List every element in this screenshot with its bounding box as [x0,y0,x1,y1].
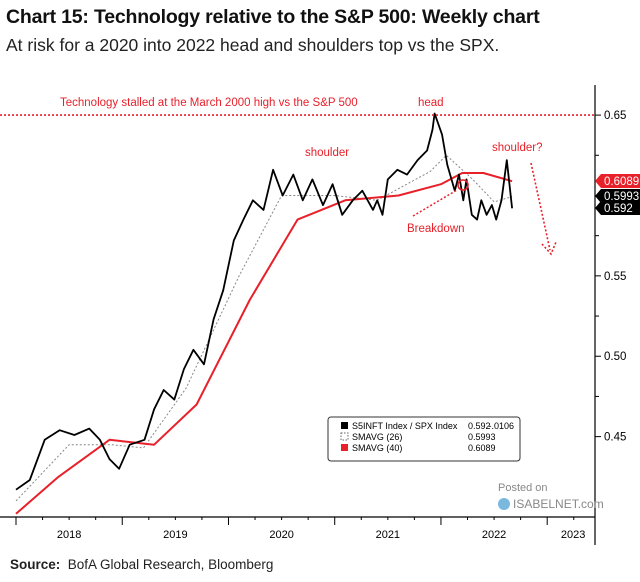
watermark-logo-icon [498,498,510,510]
legend-swatch-price [341,422,348,429]
last-value-tag-label: 0.6089 [604,176,639,188]
last-value-tag [595,174,640,188]
legend-swatch-sma40 [341,444,348,451]
series-line-2 [15,172,513,515]
legend-swatch-sma26 [340,432,349,441]
chart-subtitle: At risk for a 2020 into 2022 head and sh… [6,35,500,55]
series-line-1 [15,154,513,502]
legend-label: S5INFT Index / SPX Index [352,421,458,431]
annotation-left-shoulder: shoulder [305,147,349,159]
x-tick-label: 2018 [57,529,81,541]
source-note: Source: BofA Global Research, Bloomberg [10,557,274,572]
x-tick-label: 2021 [376,529,400,541]
annotation-head: head [418,97,444,109]
down-arrow-head [541,241,557,256]
x-tick-label: 2019 [163,529,187,541]
svg-text:ISABELNET.com: ISABELNET.com [513,497,604,511]
legend-label: SMAVG (26) [352,432,402,442]
last-value-tag [595,201,640,215]
y-tick-label: 0.45 [604,432,626,444]
legend: S5INFT Index / SPX Index 0.592 -.0106 SM… [327,416,521,462]
x-tick-label: 2020 [269,529,293,541]
annotation-text: Technology stalled at the March 2000 hig… [60,97,358,109]
down-arrow [530,162,551,251]
legend-value: 0.5993 [468,432,496,442]
breakdown-arrow [412,189,458,217]
y-tick-label: 0.50 [604,351,626,363]
last-value-tag [595,189,640,203]
y-tick-label: 0.65 [604,110,626,122]
x-tick-label: 2023 [561,529,585,541]
last-value-tag-label: 0.592 [604,203,633,215]
legend-change: -.0106 [488,421,514,431]
last-value-tag-label: 0.5993 [604,191,639,203]
annotation-right-shoulder: shoulder? [492,142,543,154]
x-tick-label: 2022 [482,529,506,541]
svg-text:Posted on: Posted on [498,482,548,494]
y-tick-label: 0.55 [604,271,626,283]
breakdown-circle [457,179,469,191]
chart-title: Chart 15: Technology relative to the S&P… [6,6,540,28]
legend-value: 0.592 [468,421,491,431]
legend-label: SMAVG (40) [352,443,402,453]
annotation-breakdown: Breakdown [407,223,465,235]
watermark: Posted on ISABELNET.com [498,482,604,511]
legend-value: 0.6089 [468,443,496,453]
